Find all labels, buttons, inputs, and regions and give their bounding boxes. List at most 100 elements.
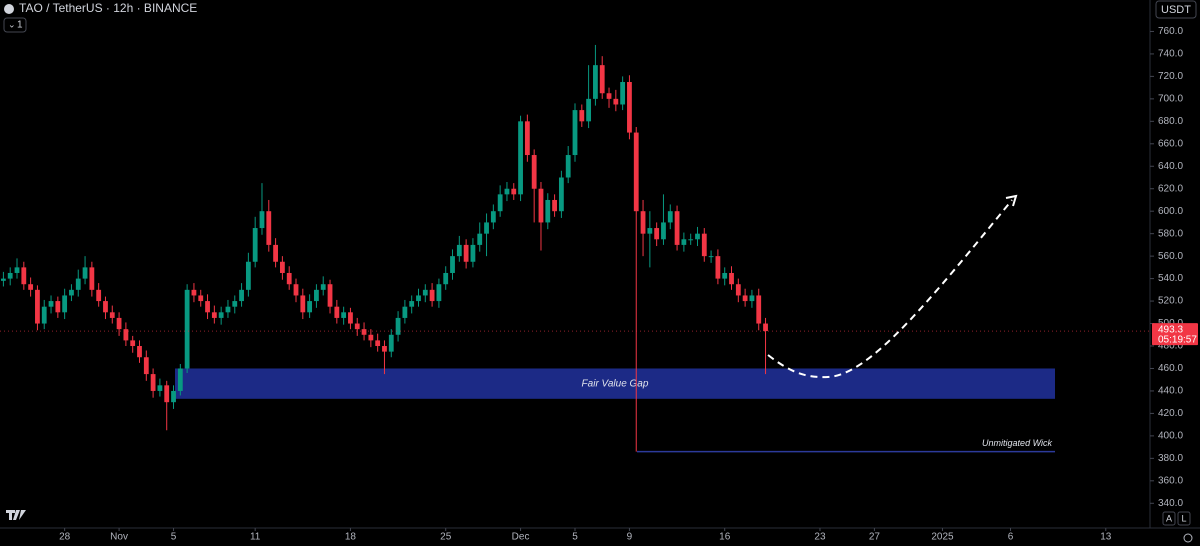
currency-button[interactable]: [1155, 0, 1197, 19]
candle-body: [756, 295, 762, 324]
candle-body: [252, 228, 258, 262]
settings-icon[interactable]: [1183, 533, 1193, 543]
x-tick-label: 28: [59, 532, 71, 543]
y-tick-label: 660.0: [1158, 138, 1183, 149]
candle-body: [171, 390, 176, 403]
candle-body: [245, 261, 251, 290]
candle-body: [143, 357, 149, 375]
x-tick-label: 16: [719, 532, 731, 543]
control-label: A: [1166, 513, 1172, 523]
symbol-icon: [4, 4, 14, 14]
candle-body: [157, 385, 163, 391]
candle-body: [654, 228, 660, 240]
projection-arrow: [1005, 194, 1018, 207]
candle-body: [314, 289, 319, 302]
candle-body: [191, 289, 197, 296]
candle-body: [688, 239, 694, 241]
fvg-label: Fair Value Gap: [582, 378, 649, 389]
candle-body: [627, 82, 632, 133]
x-tick-label: 5: [171, 532, 177, 543]
candle-body: [763, 323, 768, 332]
logo: [6, 510, 26, 520]
candle-body: [599, 65, 605, 94]
candle-body: [69, 289, 74, 296]
candle-body: [354, 323, 360, 330]
x-tick-label: 25: [440, 532, 452, 543]
y-tick-label: 560.0: [1158, 251, 1183, 262]
candle-body: [48, 301, 54, 307]
interval-count: 1: [17, 20, 23, 31]
candle-body: [443, 272, 449, 285]
candle-body: [307, 301, 313, 313]
candle-body: [184, 289, 190, 369]
candle-body: [14, 267, 20, 273]
y-tick-label: 760.0: [1158, 26, 1183, 37]
candle-body: [681, 239, 687, 245]
candle-body: [382, 346, 387, 352]
candle-body: [177, 368, 183, 391]
y-tick-label: 480.0: [1158, 341, 1183, 352]
candle-body: [266, 211, 272, 245]
interval-button[interactable]: [3, 17, 27, 33]
candle-body: [463, 244, 469, 262]
last-price-tag: [1152, 323, 1198, 346]
x-tick-label: 5: [572, 532, 578, 543]
x-tick-label: 11: [250, 532, 261, 543]
candle-body: [606, 93, 612, 99]
candle-body: [361, 329, 367, 335]
candle-body: [484, 222, 489, 234]
candle-body: [103, 301, 108, 313]
candle-body: [620, 82, 626, 105]
candle-body: [579, 110, 585, 122]
candle-body: [35, 289, 40, 324]
interval-caret: ⌄: [8, 19, 16, 29]
x-tick-label: Dec: [512, 532, 530, 543]
candle-body: [667, 211, 673, 223]
candle-body: [7, 272, 13, 279]
candle-body: [395, 317, 401, 335]
candle-body: [41, 306, 47, 324]
candle-body: [320, 284, 326, 290]
candle-body: [572, 110, 578, 156]
candle-body: [273, 244, 278, 262]
candle-body: [552, 199, 557, 212]
candle-body: [62, 295, 68, 313]
candle-body: [334, 306, 340, 318]
control-button[interactable]: [1162, 511, 1176, 526]
candle-body: [701, 233, 707, 257]
candle-body: [722, 272, 728, 279]
chart-title: TAO / TetherUS · 12h · BINANCE: [19, 1, 197, 15]
x-tick-label: 13: [1100, 532, 1112, 543]
candle-body: [742, 295, 748, 302]
control-label: L: [1181, 513, 1186, 523]
candle-body: [593, 65, 598, 99]
candle-body: [477, 233, 483, 245]
candle-body: [218, 312, 224, 318]
candle-body: [123, 329, 129, 341]
candle-body: [225, 306, 231, 313]
candle-body: [164, 385, 170, 403]
candle-body: [279, 261, 285, 273]
control-button[interactable]: [1177, 511, 1191, 526]
candle-body: [531, 155, 537, 189]
y-tick-label: 400.0: [1158, 431, 1183, 442]
x-tick-label: Nov: [110, 532, 128, 543]
candle-body: [749, 295, 755, 302]
candle-body: [89, 267, 95, 290]
x-tick-label: 18: [345, 532, 357, 543]
candle-body: [286, 272, 292, 285]
candle-body: [429, 289, 435, 302]
candle-body: [422, 289, 428, 296]
candle-body: [545, 199, 551, 223]
candle-body: [211, 312, 217, 318]
candle-body: [327, 284, 333, 307]
candle-body: [55, 301, 61, 313]
candle-body: [524, 121, 530, 156]
candle-body: [341, 312, 347, 318]
x-tick-label: 2025: [931, 532, 954, 543]
candle-body: [130, 340, 136, 347]
candle-body: [198, 295, 204, 302]
candle-body: [640, 211, 646, 234]
